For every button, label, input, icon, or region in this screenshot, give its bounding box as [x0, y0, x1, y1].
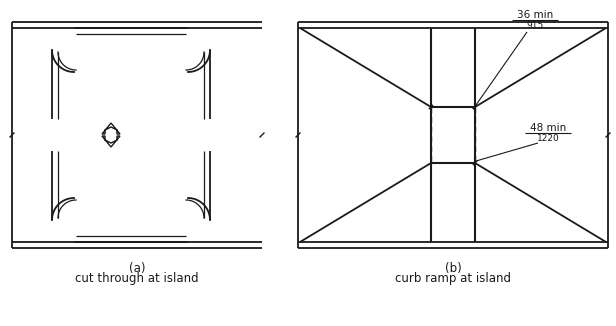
- Text: (b): (b): [445, 262, 461, 275]
- Text: 915: 915: [527, 21, 544, 30]
- Text: curb ramp at island: curb ramp at island: [395, 272, 511, 285]
- Text: 36 min: 36 min: [517, 10, 553, 20]
- Text: 48 min: 48 min: [530, 123, 566, 133]
- Text: (a): (a): [129, 262, 145, 275]
- Text: cut through at island: cut through at island: [75, 272, 199, 285]
- Text: 1220: 1220: [537, 134, 559, 143]
